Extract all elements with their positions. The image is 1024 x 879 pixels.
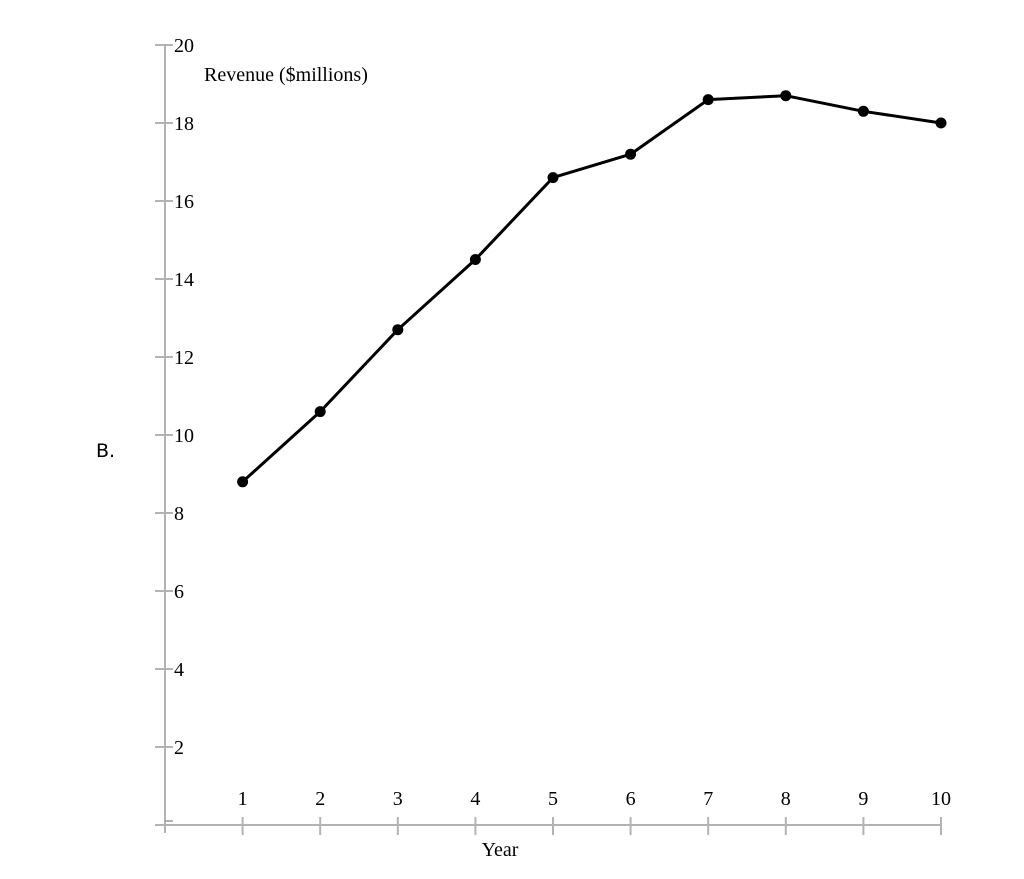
x-tick-label: 1 [238,788,248,810]
y-tick-label: 6 [174,581,184,603]
x-tick-label: 10 [931,788,951,810]
data-point [469,254,481,265]
y-axis-label: Revenue ($millions) [204,64,368,86]
data-point [935,117,947,129]
revenue-line [241,94,942,483]
y-tick-label: 2 [174,737,184,759]
axes [155,45,941,833]
data-point [780,90,792,102]
y-axis-ticks: 2 4 6 8 10 12 14 16 18 20 [155,35,194,759]
data-series [237,90,947,488]
x-axis-label: Year [482,839,519,861]
y-tick-label: 14 [174,269,194,291]
data-point [857,105,869,117]
data-point [314,406,326,418]
y-tick-label: 12 [174,347,194,369]
y-tick-label: 10 [174,425,194,447]
y-tick-label: 20 [174,35,194,57]
answer-option-label: B. [96,440,116,462]
data-point [392,324,404,336]
x-tick-label: 4 [470,788,480,810]
data-point [625,148,637,160]
x-tick-label: 2 [315,788,325,810]
x-tick-label: 3 [393,788,403,810]
y-tick-label: 4 [174,659,184,681]
x-tick-label: 5 [548,788,558,810]
y-tick-label: 16 [174,191,194,213]
data-point [237,476,249,488]
x-tick-label: 6 [626,788,636,810]
x-tick-label: 8 [781,788,791,810]
x-tick-label: 9 [858,788,868,810]
y-tick-label: 18 [174,113,194,135]
y-tick-label: 8 [174,503,184,525]
x-axis-ticks: 1 2 3 4 5 6 7 8 9 10 [238,788,951,835]
data-point [702,94,714,106]
data-point [547,172,559,184]
x-tick-label: 7 [703,788,713,810]
